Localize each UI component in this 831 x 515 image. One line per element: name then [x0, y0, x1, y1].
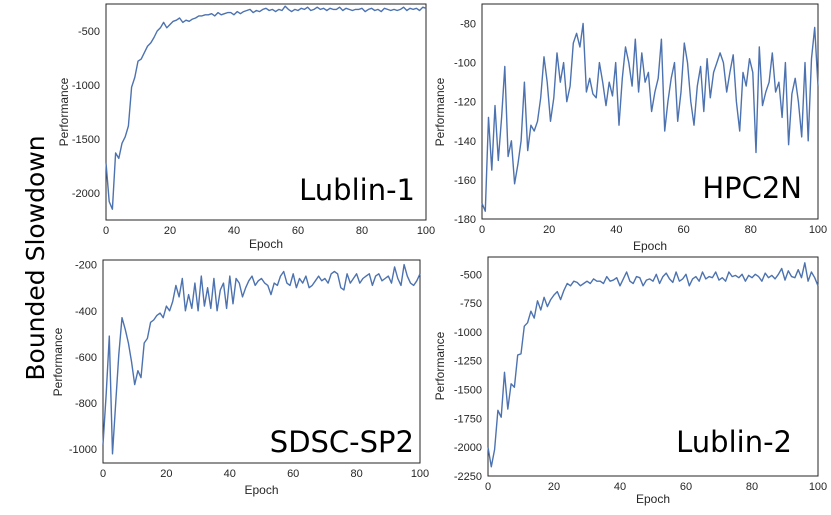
x-axis-label: Epoch — [249, 237, 283, 251]
y-tick-label: -2000 — [454, 442, 482, 454]
y-tick-label: -1000 — [454, 327, 482, 339]
y-tick-label: -2250 — [454, 471, 482, 483]
y-tick-label: -200 — [75, 260, 97, 272]
y-tick-label: -1250 — [454, 356, 482, 368]
x-tick-label: 100 — [411, 468, 429, 480]
panel-lublin-2: 0 20 40 60 80 100 -2250 -2000 -1750 -1500 -1250 -10… — [433, 256, 827, 506]
x-tick-label: 80 — [745, 224, 757, 236]
dataset-label: HPC2N — [702, 171, 802, 205]
dataset-label: SDSC-SP2 — [270, 425, 414, 459]
x-tick-label: 20 — [543, 224, 555, 236]
x-axis-label: Epoch — [633, 239, 667, 253]
x-tick-label: 100 — [809, 481, 827, 493]
x-tick-label: 60 — [680, 481, 692, 493]
x-tick-label: 60 — [292, 225, 304, 237]
y-tick-label: -1000 — [69, 444, 97, 456]
x-tick-label: 0 — [485, 481, 491, 493]
x-tick-label: 0 — [479, 224, 485, 236]
x-tick-label: 20 — [160, 468, 172, 480]
x-tick-label: 40 — [224, 468, 236, 480]
y-tick-label: -180 — [454, 214, 476, 226]
x-tick-label: 40 — [614, 481, 626, 493]
y-tick-label: -80 — [460, 19, 476, 31]
y-axis-label: Performance — [433, 331, 447, 400]
series-line — [487, 262, 819, 468]
y-tick-label: -500 — [78, 26, 100, 38]
y-tick-label: -800 — [75, 398, 97, 410]
y-axis-label: Performance — [57, 77, 71, 146]
y-tick-label: -1500 — [454, 385, 482, 397]
x-tick-label: 60 — [677, 224, 689, 236]
x-tick-label: 20 — [164, 225, 176, 237]
x-tick-label: 100 — [809, 224, 827, 236]
y-tick-label: -160 — [454, 175, 476, 187]
y-tick-label: -140 — [454, 136, 476, 148]
y-tick-label: -1500 — [72, 134, 100, 146]
y-tick-label: -1750 — [454, 413, 482, 425]
y-tick-label: -500 — [460, 269, 482, 281]
y-tick-label: -750 — [460, 298, 482, 310]
y-tick-label: -100 — [454, 58, 476, 70]
series-line — [481, 22, 819, 212]
y-tick-label: -2000 — [72, 188, 100, 200]
series-line — [105, 5, 427, 210]
dataset-label: Lublin-1 — [299, 173, 415, 207]
x-axis-label: Epoch — [636, 492, 670, 506]
panel-lublin-1: 0 20 40 60 80 100 -2000 -1500 -1000 -500 Epoch Perf… — [57, 3, 435, 251]
plot-frame — [102, 259, 421, 464]
x-tick-label: 40 — [228, 225, 240, 237]
panel-hpc2n: 0 20 40 60 80 100 -180 -160 -140 -120 -100 -80 Epoch… — [433, 3, 827, 253]
panel-sdsc-sp2: 0 20 40 60 80 100 -1000 -800 -600 -400 -200 Epoch Pe… — [51, 259, 429, 497]
x-tick-label: 80 — [356, 225, 368, 237]
x-tick-label: 20 — [548, 481, 560, 493]
x-tick-label: 80 — [350, 468, 362, 480]
x-tick-label: 40 — [610, 224, 622, 236]
dataset-label: Lublin-2 — [676, 425, 792, 459]
x-axis-label: Epoch — [244, 483, 278, 497]
x-tick-label: 60 — [287, 468, 299, 480]
plot-frame — [105, 3, 427, 221]
bounded-slowdown-label: Bounded Slowdown — [21, 135, 50, 380]
series-line — [102, 263, 421, 455]
y-tick-label: -400 — [75, 306, 97, 318]
x-tick-label: 0 — [103, 225, 109, 237]
x-tick-label: 80 — [746, 481, 758, 493]
y-tick-label: -600 — [75, 352, 97, 364]
y-tick-label: -1000 — [72, 80, 100, 92]
plot-frame — [487, 256, 819, 477]
y-axis-label: Performance — [51, 327, 65, 396]
y-tick-label: -120 — [454, 97, 476, 109]
x-tick-label: 0 — [100, 468, 106, 480]
y-axis-label: Performance — [433, 77, 447, 146]
x-tick-label: 100 — [417, 225, 435, 237]
plot-frame — [481, 3, 819, 220]
